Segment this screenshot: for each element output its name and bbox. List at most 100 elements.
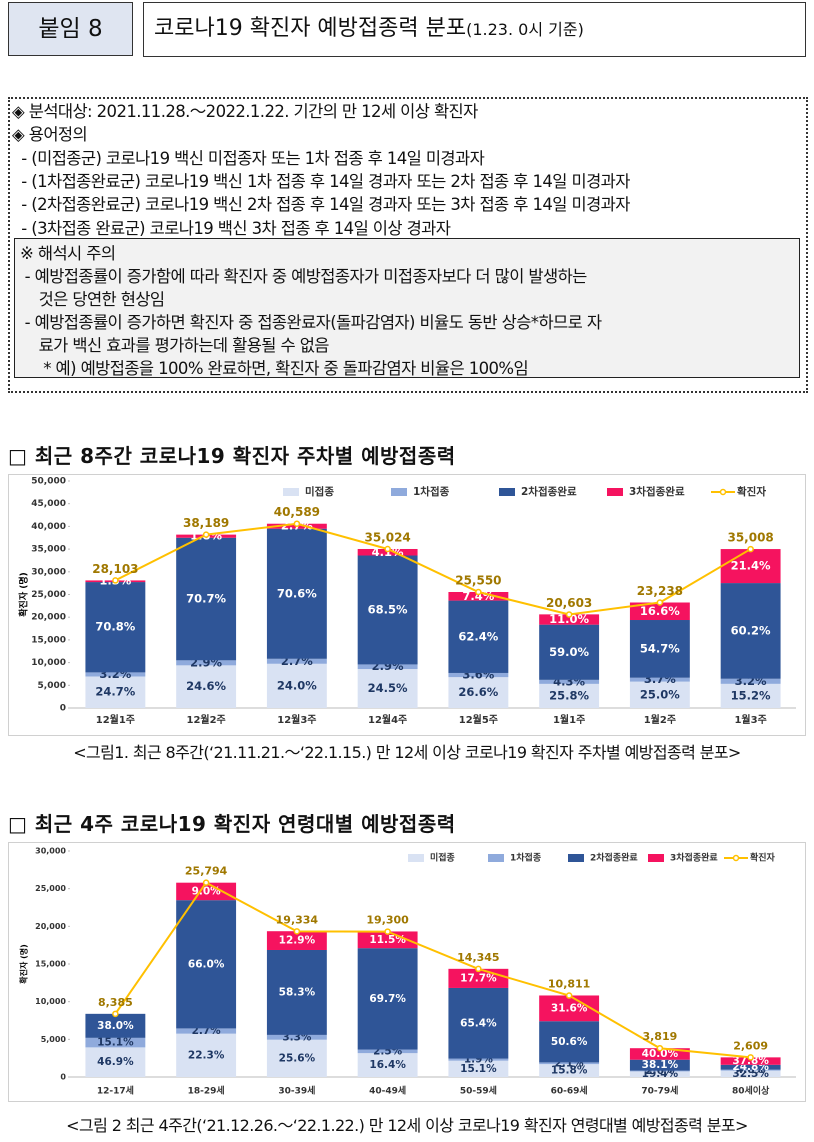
total-label: 25,550	[455, 574, 501, 588]
bar-segment	[266, 931, 327, 950]
segment-label: 38.1%	[642, 1059, 679, 1071]
summary-line: ◈ 용어정의	[12, 125, 88, 145]
note-line: - 예방접종률이 증가함에 따라 확진자 중 예방접종자가 미접종자보다 더 많…	[20, 267, 588, 286]
legend-swatch	[607, 488, 623, 496]
x-tick-label: 12월2주	[186, 714, 225, 726]
bar-segment	[720, 1064, 781, 1070]
segment-label: 25.8%	[549, 688, 589, 702]
y-tick-label: 25,000	[31, 590, 66, 600]
bar-segment	[720, 678, 781, 684]
legend-label: 1차접종	[510, 852, 541, 864]
bar-segment	[720, 1070, 781, 1077]
x-tick-label: 1월2주	[644, 714, 676, 726]
y-tick-label: 50,000	[31, 477, 66, 487]
bar-segment	[176, 660, 237, 666]
section-heading: □ 최근 8주간 코로나19 확진자 주차별 예방접종력	[8, 444, 456, 468]
total-point	[384, 928, 391, 935]
legend-label: 미접종	[305, 485, 334, 498]
segment-label: 7.4%	[462, 589, 494, 603]
y-tick-label: 20,000	[31, 613, 66, 623]
segment-label: 54.7%	[640, 641, 680, 655]
bar-segment	[629, 620, 690, 678]
bar-segment	[85, 1037, 146, 1048]
total-label: 20,603	[546, 596, 592, 610]
total-label: 2,609	[733, 1039, 768, 1052]
legend-label: 2차접종완료	[521, 485, 577, 498]
segment-label: 38.0%	[97, 1020, 134, 1032]
segment-label: 26.6%	[458, 685, 498, 699]
x-tick-label: 80세이상	[732, 1085, 770, 1097]
segment-label: 69.7%	[369, 993, 406, 1005]
total-point	[202, 531, 210, 538]
attachment-tag: 붙임 8	[8, 2, 133, 56]
total-point	[475, 965, 482, 973]
bar-segment	[357, 669, 418, 708]
bar-segment	[629, 1070, 690, 1072]
bar-segment	[539, 614, 600, 625]
figure-caption: <그림1. 최근 8주간(‘21.11.21.～‘22.1.15.) 만 12세…	[73, 743, 741, 762]
x-tick-label: 12월5주	[459, 714, 498, 726]
note-line: ※ 해석시 주의	[20, 244, 116, 263]
segment-label: 17.7%	[460, 972, 497, 984]
y-tick-label: 20,000	[35, 922, 66, 931]
total-point	[112, 577, 119, 584]
bar-segment	[85, 1013, 146, 1038]
legend-swatch	[648, 854, 664, 862]
legend-label: 1차접종	[413, 485, 450, 498]
x-tick-label: 30-39세	[278, 1085, 315, 1097]
bar-segment	[266, 663, 327, 708]
x-tick-label: 70-79세	[641, 1085, 678, 1097]
segment-label: 59.0%	[549, 645, 589, 659]
segment-label: 12.9%	[279, 935, 316, 947]
total-point	[475, 588, 482, 596]
y-tick-label: 5,000	[41, 1035, 67, 1044]
chart: 0 5,000 10,000 15,000 20,000 25,000 30,000 확진자 …	[8, 842, 806, 1102]
bar-segment	[176, 537, 237, 661]
y-axis-title: 확진자 (명)	[18, 572, 30, 616]
segment-label: 66.0%	[188, 958, 225, 970]
total-point	[565, 611, 573, 618]
legend-label: 확진자	[737, 485, 766, 498]
segment-label: 25.6%	[279, 1052, 316, 1064]
x-tick-label: 50-59세	[460, 1085, 497, 1097]
segment-label: 16.4%	[369, 1059, 406, 1071]
note-line: 것은 당연한 현상임	[20, 290, 166, 309]
x-tick-label: 12월1주	[96, 714, 135, 726]
bar-segment	[357, 1049, 418, 1054]
legend-label: 확진자	[750, 852, 776, 864]
bar-segment	[448, 1058, 509, 1061]
total-label: 23,238	[637, 584, 683, 598]
bar-segment	[448, 677, 509, 708]
total-point	[293, 928, 301, 935]
segment-label: 68.5%	[368, 602, 408, 616]
section-heading: □ 최근 4주 코로나19 확진자 연령대별 예방접종력	[8, 812, 456, 836]
total-point	[202, 879, 210, 886]
y-tick-label: 30,000	[31, 567, 66, 577]
bar-segment	[448, 987, 509, 1059]
segment-label: 32.5%	[732, 1068, 769, 1080]
legend-point	[732, 854, 740, 862]
chart: 0 5,000 10,000 15,000 20,000 25,000 30,000 35,0…	[8, 474, 806, 736]
bar-segment	[539, 683, 600, 708]
x-tick-label: 12월4주	[368, 714, 407, 726]
bar-segment	[357, 1053, 418, 1077]
x-tick-label: 40-49세	[369, 1085, 406, 1097]
bar-segment	[85, 676, 146, 708]
y-tick-label: 10,000	[31, 658, 66, 668]
y-tick-label: 25,000	[35, 884, 66, 893]
bar-segment	[176, 882, 237, 901]
segment-label: 21.4%	[731, 559, 771, 573]
bar-segment	[629, 677, 690, 682]
total-label: 19,300	[366, 914, 409, 927]
total-label: 10,811	[548, 978, 590, 991]
y-tick-label: 15,000	[31, 635, 66, 645]
legend-swatch	[408, 854, 424, 862]
figure-caption: <그림 2 최근 4주간(‘21.12.26.～‘22.1.22.) 만 12세…	[66, 1116, 748, 1135]
note-line: - 예방접종률이 증가하면 확진자 중 접종완료자(돌파감염자) 비율도 동반 …	[20, 313, 602, 332]
segment-label: 40.0%	[642, 1048, 679, 1060]
summary-box	[8, 97, 808, 393]
page-title-box: 코로나19 확진자 예방접종력 분포(1.23. 0시 기준)	[143, 2, 806, 57]
x-tick-label: 1월3주	[734, 714, 766, 726]
total-point	[384, 545, 391, 553]
